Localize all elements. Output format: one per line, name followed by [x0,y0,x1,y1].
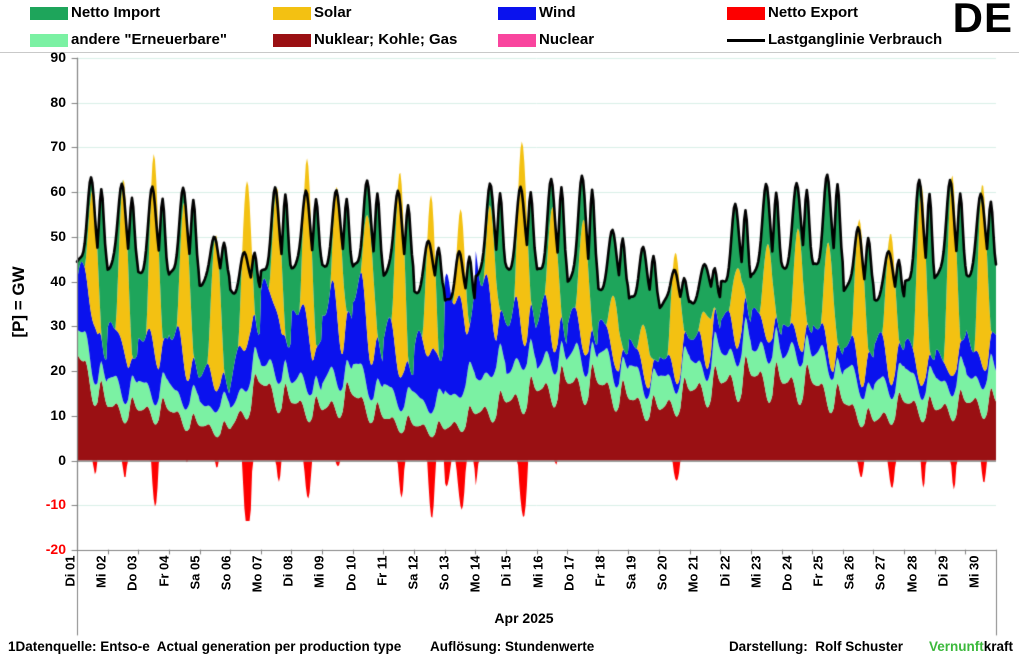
x-tick-label: Do 03 [124,555,140,591]
x-tick-label: Mo 14 [467,555,483,593]
legend-item-nuclear: Nuclear [498,32,594,48]
nuklear-kohle-gas-swatch-icon [273,33,311,47]
x-tick-label: Fr 18 [592,555,608,587]
netto-import-swatch-icon [30,6,68,20]
x-tick-label: So 20 [654,555,670,591]
y-tick-label: 40 [50,272,66,289]
x-tick-label: Fr 25 [810,555,826,587]
y-tick-label: 50 [50,227,66,244]
footer-brand-black: kraft [983,639,1013,654]
x-tick-label: Sa 12 [405,555,421,590]
footer-credit-text: Darstellung: Rolf Schuster [728,639,903,654]
legend-item-wind: Wind [498,5,576,21]
y-tick-label: -10 [45,496,66,513]
x-tick-label: Sa 26 [841,555,857,590]
y-tick-label: 30 [50,317,66,334]
netto-export-swatch-icon [727,6,765,20]
x-tick-label: Mi 30 [966,555,982,589]
y-tick-label: 80 [50,93,66,110]
y-tick-label: 70 [50,138,66,155]
x-tick-label: Sa 05 [187,555,203,590]
legend-item-andere-erneuerbare: andere "Erneuerbare" [30,32,227,48]
legend-item-netto-export: Netto Export [727,5,858,21]
legend-label-lastganglinie: Lastganglinie Verbrauch [768,31,943,48]
x-tick-label: Di 29 [935,555,951,587]
x-tick-label: Di 15 [498,555,514,587]
legend-item-nuklear-kohle-gas: Nuklear; Kohle; Gas [273,32,457,48]
x-tick-label: Mo 21 [685,555,701,593]
andere-erneuerbare-swatch-icon [30,33,68,47]
footer-resolution: Auflösung: Stundenwerte [430,639,595,654]
legend-label-netto-import: Netto Import [71,4,161,21]
legend-label-netto-export: Netto Export [768,4,858,21]
x-tick-label: Sa 19 [623,555,639,590]
y-axis-title: [P] = GW [9,266,28,338]
legend-divider [0,52,1019,53]
legend-label-nuclear: Nuclear [539,31,595,48]
y-tick-label: 20 [50,362,66,379]
legend-label-solar: Solar [314,4,352,21]
x-tick-label: Mi 23 [748,555,764,589]
x-tick-label: Mo 07 [249,555,265,593]
y-tick-label: 90 [50,49,66,65]
solar-swatch-icon [273,6,311,20]
footer-brand: Vernunftkraft [929,639,1013,654]
x-tick-label: Do 10 [343,555,359,591]
x-axis-title: Apr 2025 [494,610,554,626]
y-tick-label: 0 [58,451,66,468]
x-tick-label: Di 08 [280,555,296,587]
x-tick-label: Mi 16 [530,555,546,589]
x-tick-label: Mo 28 [904,555,920,593]
legend-item-lastganglinie: Lastganglinie Verbrauch [727,32,942,48]
legend-label-andere-erneuerbare: andere "Erneuerbare" [71,31,227,48]
x-tick-label: Do 24 [779,555,795,591]
x-tick-label: Di 22 [717,555,733,587]
footer-credit: Darstellung: Rolf Schuster Vernunftkraft [729,639,1013,654]
x-tick-label: Di 01 [62,555,78,587]
wind-swatch-icon [498,6,536,20]
y-tick-label: -20 [45,541,66,557]
legend-label-wind: Wind [539,4,576,21]
x-tick-label: Do 17 [561,555,577,591]
x-tick-label: Fr 11 [374,555,390,586]
nuclear-swatch-icon [498,33,536,47]
country-label: DE [952,0,1013,41]
x-tick-label: Fr 04 [156,555,171,587]
x-tick-label: Mi 09 [311,555,327,589]
legend-item-solar: Solar [273,5,352,21]
y-tick-label: 60 [50,183,66,200]
footer-brand-green: Vernunft [928,639,984,654]
x-tick-label: So 27 [872,555,888,591]
y-tick-label: 10 [50,406,66,423]
legend-label-nuklear-kohle-gas: Nuklear; Kohle; Gas [314,31,458,48]
legend-item-netto-import: Netto Import [30,5,160,21]
footer-source: 1Datenquelle: Entso-e Actual generation … [8,639,402,654]
load-line-swatch-icon [727,38,765,42]
x-tick-label: So 06 [218,555,234,591]
x-tick-label: Mi 02 [93,555,109,589]
x-tick-label: So 13 [436,555,452,591]
